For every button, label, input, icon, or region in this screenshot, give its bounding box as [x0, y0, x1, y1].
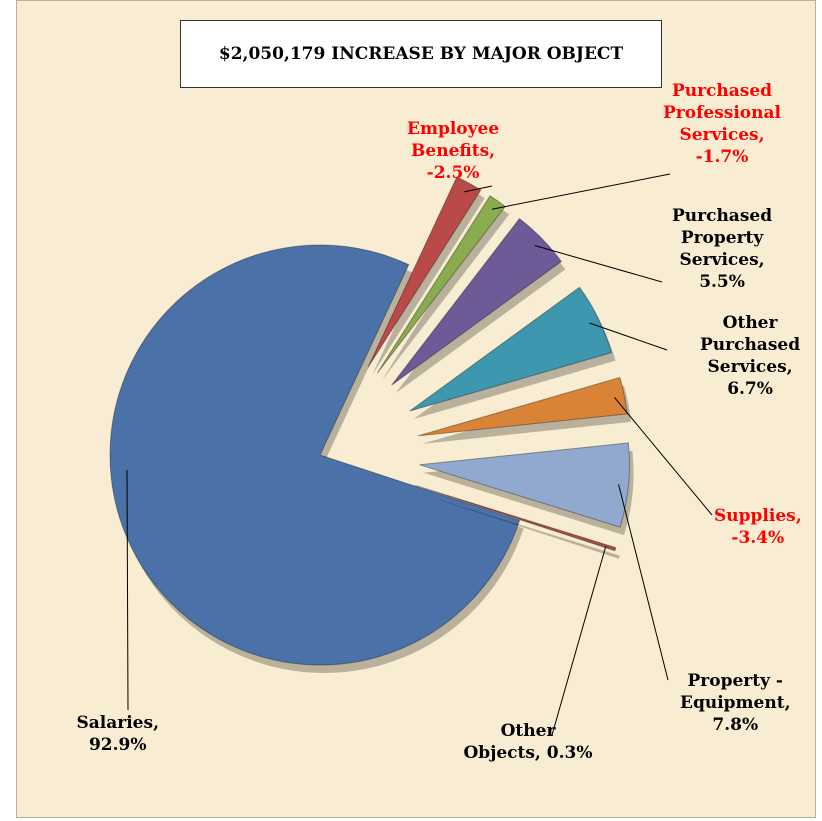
slice	[418, 376, 628, 437]
data-label: Purchased Property Services, 5.5%	[672, 206, 773, 292]
data-label: Employee Benefits, -2.5%	[407, 119, 500, 183]
leader-line	[614, 397, 713, 516]
data-label: Other Objects, 0.3%	[463, 721, 593, 763]
leader-line	[491, 173, 671, 210]
slice	[415, 484, 617, 552]
slice-shadow	[381, 203, 510, 382]
data-label: Purchased Professional Services, -1.7%	[663, 81, 781, 167]
slice	[367, 176, 482, 368]
leader-line	[551, 546, 607, 736]
data-label: Other Purchased Services, 6.7%	[700, 313, 801, 399]
leader-line	[126, 469, 129, 711]
leader-line	[534, 245, 663, 283]
slice-shadow	[372, 184, 485, 376]
leader-line	[589, 322, 668, 351]
data-label: Property - Equipment, 7.8%	[680, 671, 791, 735]
leader-line	[618, 484, 669, 681]
data-label: Supplies, -3.4%	[714, 506, 802, 548]
leader-line	[464, 185, 493, 193]
slice	[391, 217, 562, 386]
data-label: Salaries, 92.9%	[76, 713, 160, 755]
slice	[409, 286, 613, 412]
slice-shadow	[419, 493, 620, 559]
chart-title: $2,050,179 INCREASE BY MAJOR OBJECT	[180, 20, 662, 88]
slice	[419, 442, 631, 528]
